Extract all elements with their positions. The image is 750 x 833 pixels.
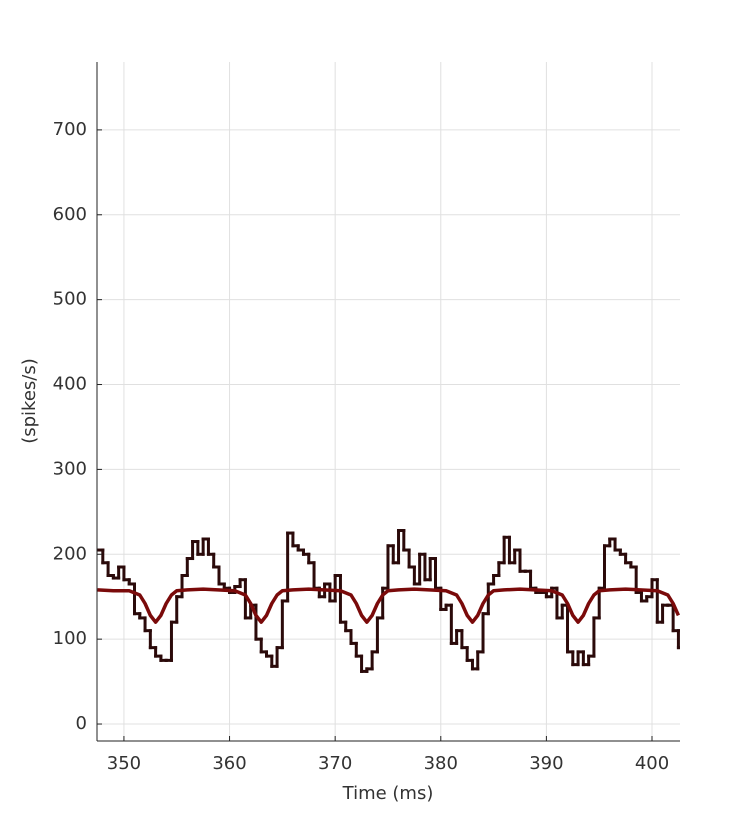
y-tick-label: 300	[53, 458, 87, 479]
y-tick-label: 500	[53, 289, 87, 310]
step-line	[97, 529, 680, 673]
plot-area	[97, 529, 680, 673]
y-axis-label: (spikes/s)	[19, 358, 40, 444]
x-tick-label: 350	[107, 753, 141, 774]
smooth-line	[97, 587, 680, 624]
x-tick-label: 360	[212, 753, 246, 774]
x-tick-label: 390	[529, 753, 563, 774]
grid	[97, 62, 680, 741]
x-tick-label: 370	[318, 753, 352, 774]
x-tick-label: 400	[635, 753, 669, 774]
y-tick-label: 200	[53, 543, 87, 564]
y-tick-label: 400	[53, 374, 87, 395]
y-tick-label: 700	[53, 119, 87, 140]
axes: 350 360 370 380 390 400 0 100 200 300 400 500 600 700	[53, 62, 680, 774]
y-tick-label: 100	[53, 628, 87, 649]
y-tick-label: 600	[53, 204, 87, 225]
x-tick-label: 380	[424, 753, 458, 774]
x-axis-label: Time (ms)	[342, 783, 434, 804]
y-tick-label: 0	[76, 713, 87, 734]
